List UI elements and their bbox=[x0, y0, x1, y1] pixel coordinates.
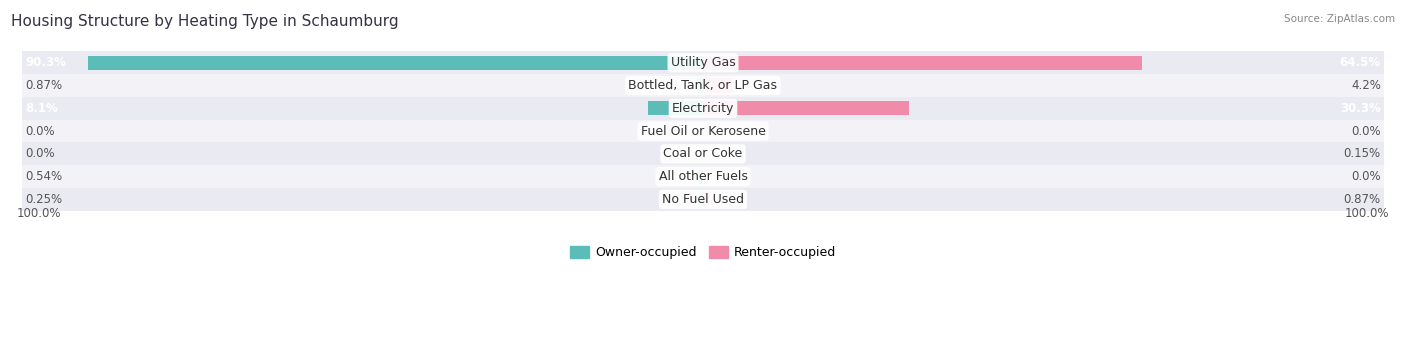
Bar bbox=[703, 101, 910, 115]
Text: 0.0%: 0.0% bbox=[1351, 124, 1381, 137]
Text: 30.3%: 30.3% bbox=[1340, 102, 1381, 115]
Bar bbox=[22, 143, 1384, 165]
Text: 100.0%: 100.0% bbox=[17, 207, 60, 220]
Bar bbox=[703, 78, 731, 93]
Text: 0.0%: 0.0% bbox=[25, 147, 55, 160]
Bar bbox=[89, 56, 703, 70]
Text: All other Fuels: All other Fuels bbox=[658, 170, 748, 183]
Text: 0.0%: 0.0% bbox=[25, 124, 55, 137]
Text: 0.54%: 0.54% bbox=[25, 170, 62, 183]
Text: 4.2%: 4.2% bbox=[1351, 79, 1381, 92]
Text: 0.87%: 0.87% bbox=[1344, 193, 1381, 206]
Legend: Owner-occupied, Renter-occupied: Owner-occupied, Renter-occupied bbox=[565, 241, 841, 264]
Bar bbox=[22, 165, 1384, 188]
Text: 100.0%: 100.0% bbox=[1346, 207, 1389, 220]
Text: Housing Structure by Heating Type in Schaumburg: Housing Structure by Heating Type in Sch… bbox=[11, 14, 399, 29]
Bar bbox=[22, 97, 1384, 120]
Text: 8.1%: 8.1% bbox=[25, 102, 58, 115]
Bar bbox=[703, 56, 1142, 70]
Bar bbox=[702, 192, 703, 206]
Bar bbox=[22, 120, 1384, 143]
Bar bbox=[697, 78, 703, 93]
Text: 90.3%: 90.3% bbox=[25, 56, 66, 69]
Text: 64.5%: 64.5% bbox=[1340, 56, 1381, 69]
Bar bbox=[703, 192, 709, 206]
Text: 0.0%: 0.0% bbox=[1351, 170, 1381, 183]
Bar bbox=[648, 101, 703, 115]
Text: Utility Gas: Utility Gas bbox=[671, 56, 735, 69]
Bar bbox=[699, 169, 703, 184]
Text: 0.87%: 0.87% bbox=[25, 79, 62, 92]
Bar bbox=[22, 74, 1384, 97]
Text: 0.25%: 0.25% bbox=[25, 193, 62, 206]
Text: Fuel Oil or Kerosene: Fuel Oil or Kerosene bbox=[641, 124, 765, 137]
Bar bbox=[22, 188, 1384, 211]
Text: No Fuel Used: No Fuel Used bbox=[662, 193, 744, 206]
Text: Source: ZipAtlas.com: Source: ZipAtlas.com bbox=[1284, 14, 1395, 24]
Text: 0.15%: 0.15% bbox=[1344, 147, 1381, 160]
Text: Electricity: Electricity bbox=[672, 102, 734, 115]
Bar bbox=[22, 51, 1384, 74]
Text: Bottled, Tank, or LP Gas: Bottled, Tank, or LP Gas bbox=[628, 79, 778, 92]
Text: Coal or Coke: Coal or Coke bbox=[664, 147, 742, 160]
